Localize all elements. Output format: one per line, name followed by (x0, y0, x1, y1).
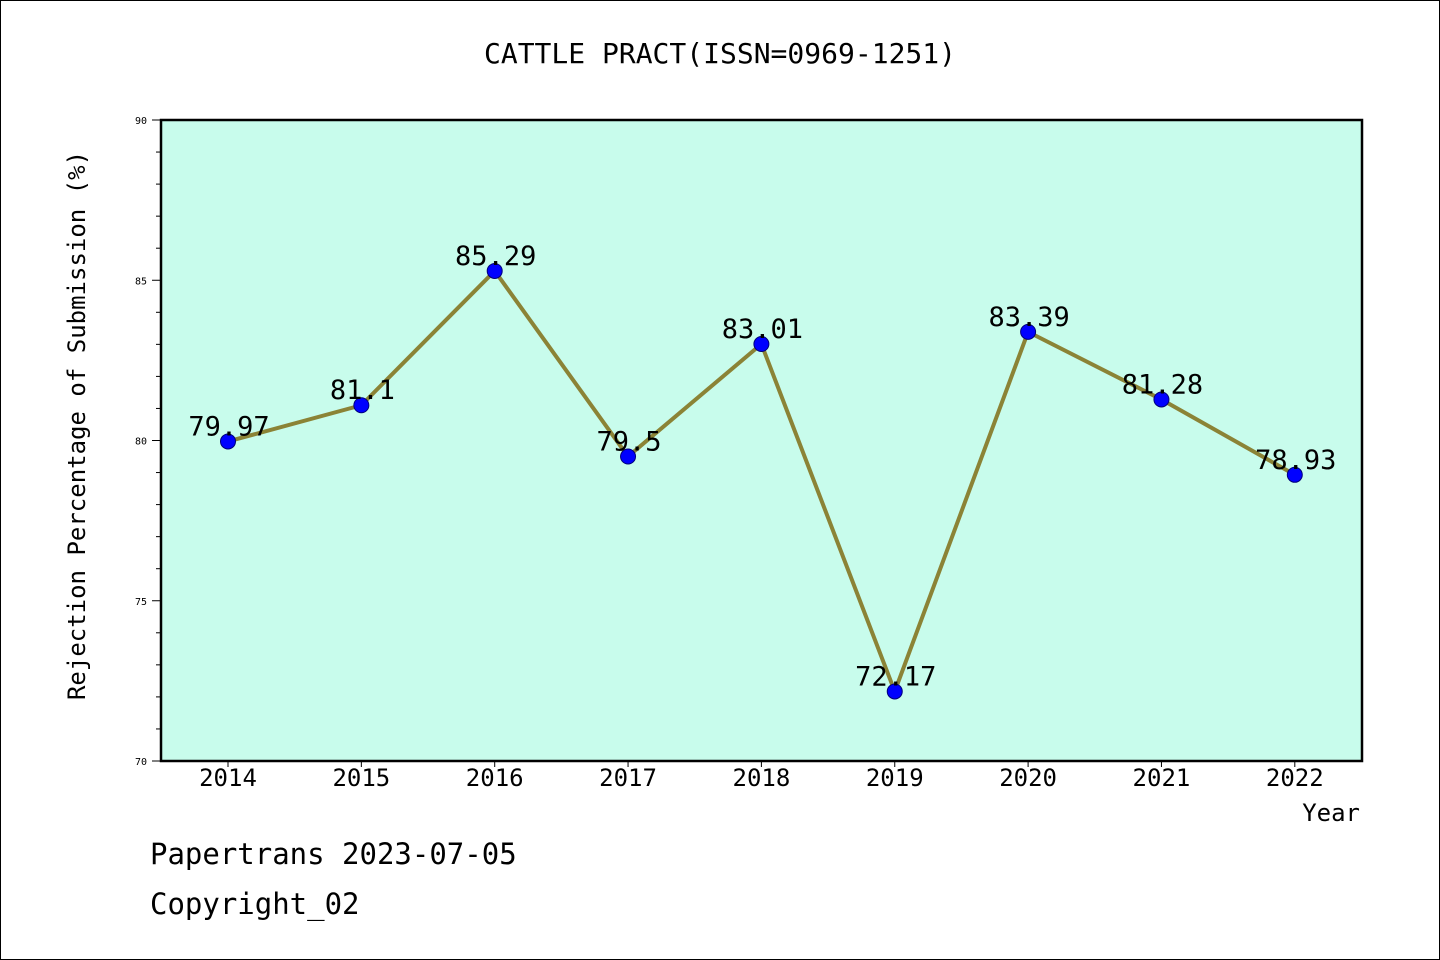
data-label: 81.28 (1122, 369, 1203, 400)
y-axis-label: Rejection Percentage of Submission (%) (63, 151, 91, 700)
data-point (886, 683, 903, 700)
data-point (486, 262, 503, 279)
data-label: 79.5 (597, 427, 662, 458)
footer-copyright: Copyright_02 (150, 887, 360, 921)
x-tick-label: 2021 (1133, 764, 1191, 792)
data-label: 83.39 (988, 302, 1069, 333)
data-point (1153, 391, 1170, 408)
data-label: 79.97 (188, 411, 269, 442)
data-point (1020, 323, 1037, 340)
data-point (620, 448, 637, 465)
data-point (753, 336, 770, 353)
data-point (220, 433, 236, 450)
x-tick-label: 2019 (866, 764, 924, 792)
data-label: 81.1 (330, 375, 395, 406)
data-point (1286, 466, 1303, 483)
data-point (353, 397, 370, 414)
footer-date: Papertrans 2023-07-05 (150, 837, 517, 871)
y-tick-label: 70 (135, 757, 147, 768)
x-tick-label: 2016 (466, 764, 524, 792)
plot-area (161, 120, 1362, 761)
plot-border (159, 118, 1364, 763)
x-tick-label: 2022 (1266, 764, 1324, 792)
x-tick-label: 2014 (199, 764, 257, 792)
data-label: 83.01 (722, 314, 803, 345)
x-tick-label: 2020 (999, 764, 1057, 792)
y-tick-label: 85 (135, 276, 147, 287)
chart-title: CATTLE PRACT(ISSN=0969-1251) (483, 37, 956, 70)
data-label: 72.17 (855, 661, 936, 692)
y-tick-label: 90 (135, 116, 147, 127)
x-tick-label: 2017 (599, 764, 657, 792)
y-tick-label: 80 (135, 437, 147, 448)
data-label: 85.29 (455, 241, 536, 272)
y-tick-label: 75 (135, 597, 147, 608)
x-tick-label: 2018 (733, 764, 791, 792)
x-tick-label: 2015 (332, 764, 390, 792)
x-axis-label: Year (1302, 799, 1360, 827)
data-label: 78.93 (1255, 445, 1336, 476)
